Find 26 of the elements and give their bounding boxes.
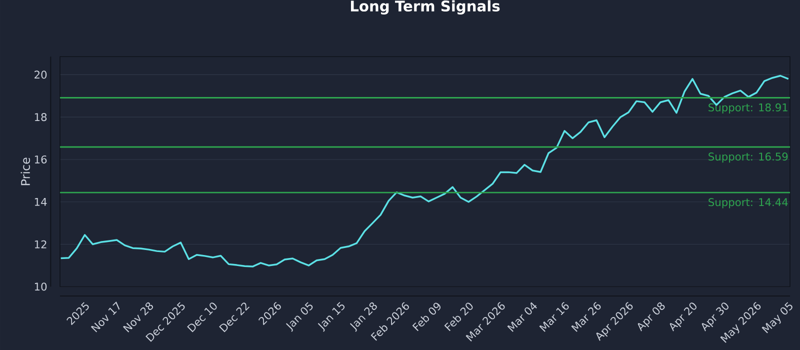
y-axis-title: Price <box>20 158 30 186</box>
x-tick-label: Nov 17 <box>90 302 120 332</box>
x-tick-label: Dec 10 <box>187 302 217 332</box>
y-tick-label: 18 <box>34 113 47 122</box>
y-tick-label: 20 <box>34 70 47 79</box>
x-tick-label: Feb 09 <box>412 302 441 332</box>
x-tick-label: Mar 26 <box>571 302 601 332</box>
x-tick-label: Dec 22 <box>219 302 250 332</box>
chart-title: Long Term Signals <box>350 0 500 14</box>
x-tick-label: Feb 20 <box>444 302 473 332</box>
ref-line-label: Support: 18.91 <box>708 103 788 114</box>
x-tick-label: Apr 08 <box>638 302 665 332</box>
y-tick-label: 14 <box>34 198 47 206</box>
x-tick-label: Nov 28 <box>122 302 154 332</box>
ref-line-label: Support: 16.59 <box>708 152 788 163</box>
x-tick-label: Apr 30 <box>702 302 728 332</box>
x-tick-label: Jan 05 <box>286 302 313 332</box>
x-tick-label: Jan 28 <box>350 302 377 332</box>
y-tick-label: 12 <box>34 240 46 248</box>
x-tick-label: Mar 04 <box>507 302 537 332</box>
x-tick-label: Apr 20 <box>670 302 696 332</box>
x-tick-label: Jan 15 <box>318 302 345 332</box>
y-tick-label: 16 <box>34 155 47 164</box>
y-tick-label: 10 <box>34 282 47 291</box>
x-tick-label: Mar 16 <box>539 302 569 332</box>
ref-line-label: Support: 14.44 <box>708 198 788 208</box>
